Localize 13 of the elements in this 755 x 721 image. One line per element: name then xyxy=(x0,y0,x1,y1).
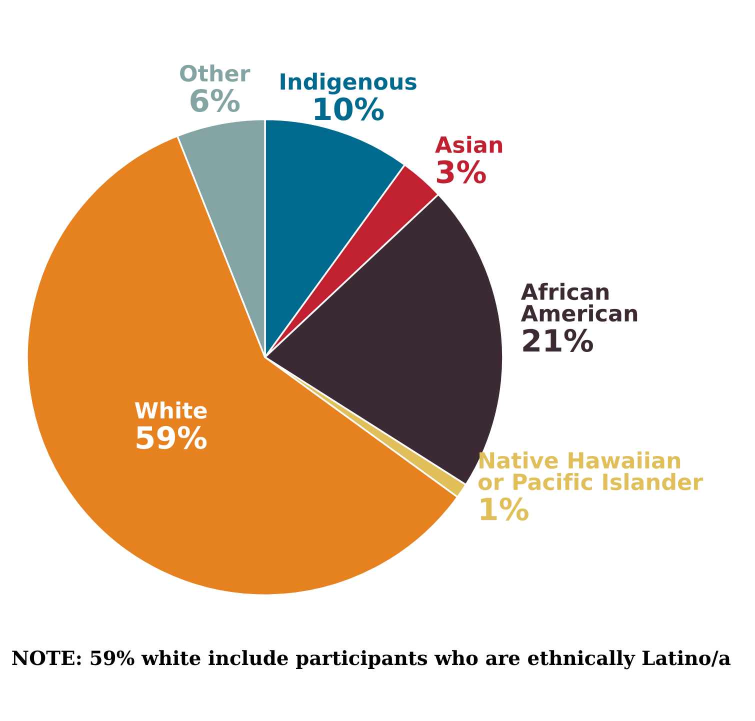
slice-label: Native Hawaiian or Pacific Islander xyxy=(478,452,703,490)
data-label: 59% xyxy=(136,426,207,450)
slice-label: Asian xyxy=(435,136,502,154)
text: NOTE: 59% white include participants who are ethnically Latino/a xyxy=(12,650,731,670)
data-label: 3% xyxy=(436,160,486,184)
data-label: 6% xyxy=(190,88,240,112)
slice-label: Indigenous xyxy=(280,72,416,94)
slice-label: Other xyxy=(180,64,250,82)
data-label: 21% xyxy=(523,328,593,352)
slice-label: White xyxy=(134,402,207,419)
data-label: 1% xyxy=(480,497,528,521)
slice-label: African American xyxy=(520,282,638,322)
data-label: 10% xyxy=(314,97,384,120)
